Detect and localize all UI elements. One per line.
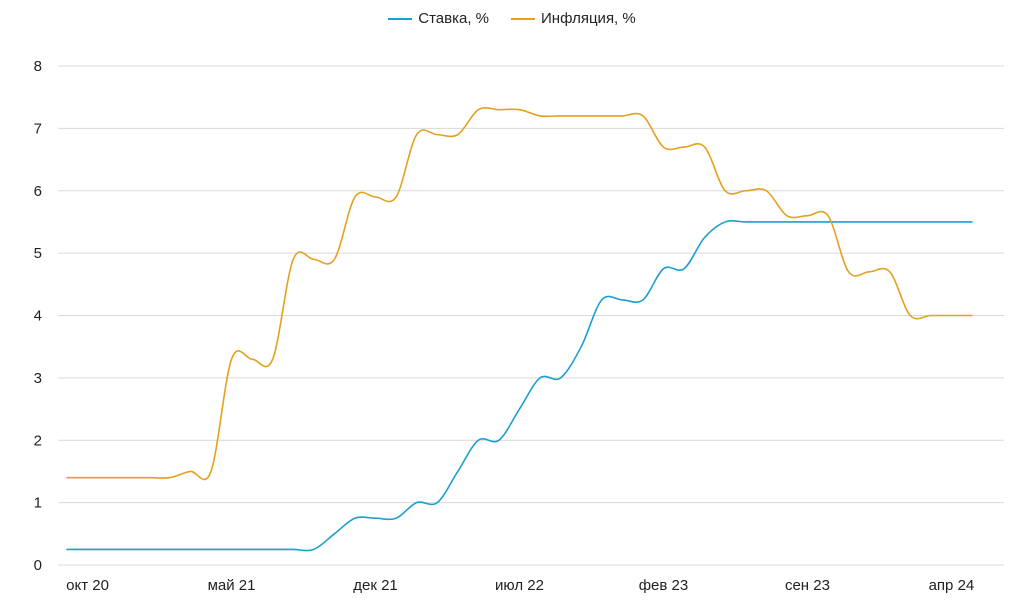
y-tick-label: 7 bbox=[34, 120, 42, 137]
x-tick-label: сен 23 bbox=[785, 577, 830, 594]
y-tick-label: 6 bbox=[34, 183, 42, 200]
x-tick-label: окт 20 bbox=[66, 577, 109, 594]
x-tick-label: дек 21 bbox=[353, 577, 398, 594]
series-line-rate bbox=[66, 219, 973, 552]
x-tick-label: апр 24 bbox=[929, 577, 975, 594]
legend-label-inflation: Инфляция, % bbox=[541, 10, 636, 27]
legend-swatch-rate bbox=[388, 17, 413, 20]
y-tick-label: 3 bbox=[34, 370, 42, 387]
y-tick-label: 2 bbox=[34, 432, 42, 449]
legend-swatch-inflation bbox=[511, 17, 536, 20]
x-tick-label: май 21 bbox=[208, 577, 256, 594]
y-tick-label: 8 bbox=[34, 58, 42, 75]
legend: Ставка, % Инфляция, % bbox=[0, 10, 1024, 27]
y-tick-label: 5 bbox=[34, 245, 42, 262]
legend-item-inflation: Инфляция, % bbox=[511, 10, 636, 27]
x-tick-label: фев 23 bbox=[639, 577, 689, 594]
y-tick-label: 1 bbox=[34, 495, 42, 512]
legend-item-rate: Ставка, % bbox=[388, 10, 489, 27]
y-tick-label: 4 bbox=[34, 308, 42, 325]
series-line-inflation bbox=[66, 107, 973, 481]
x-tick-label: июл 22 bbox=[495, 577, 544, 594]
legend-label-rate: Ставка, % bbox=[418, 10, 490, 27]
y-tick-label: 0 bbox=[34, 557, 42, 574]
